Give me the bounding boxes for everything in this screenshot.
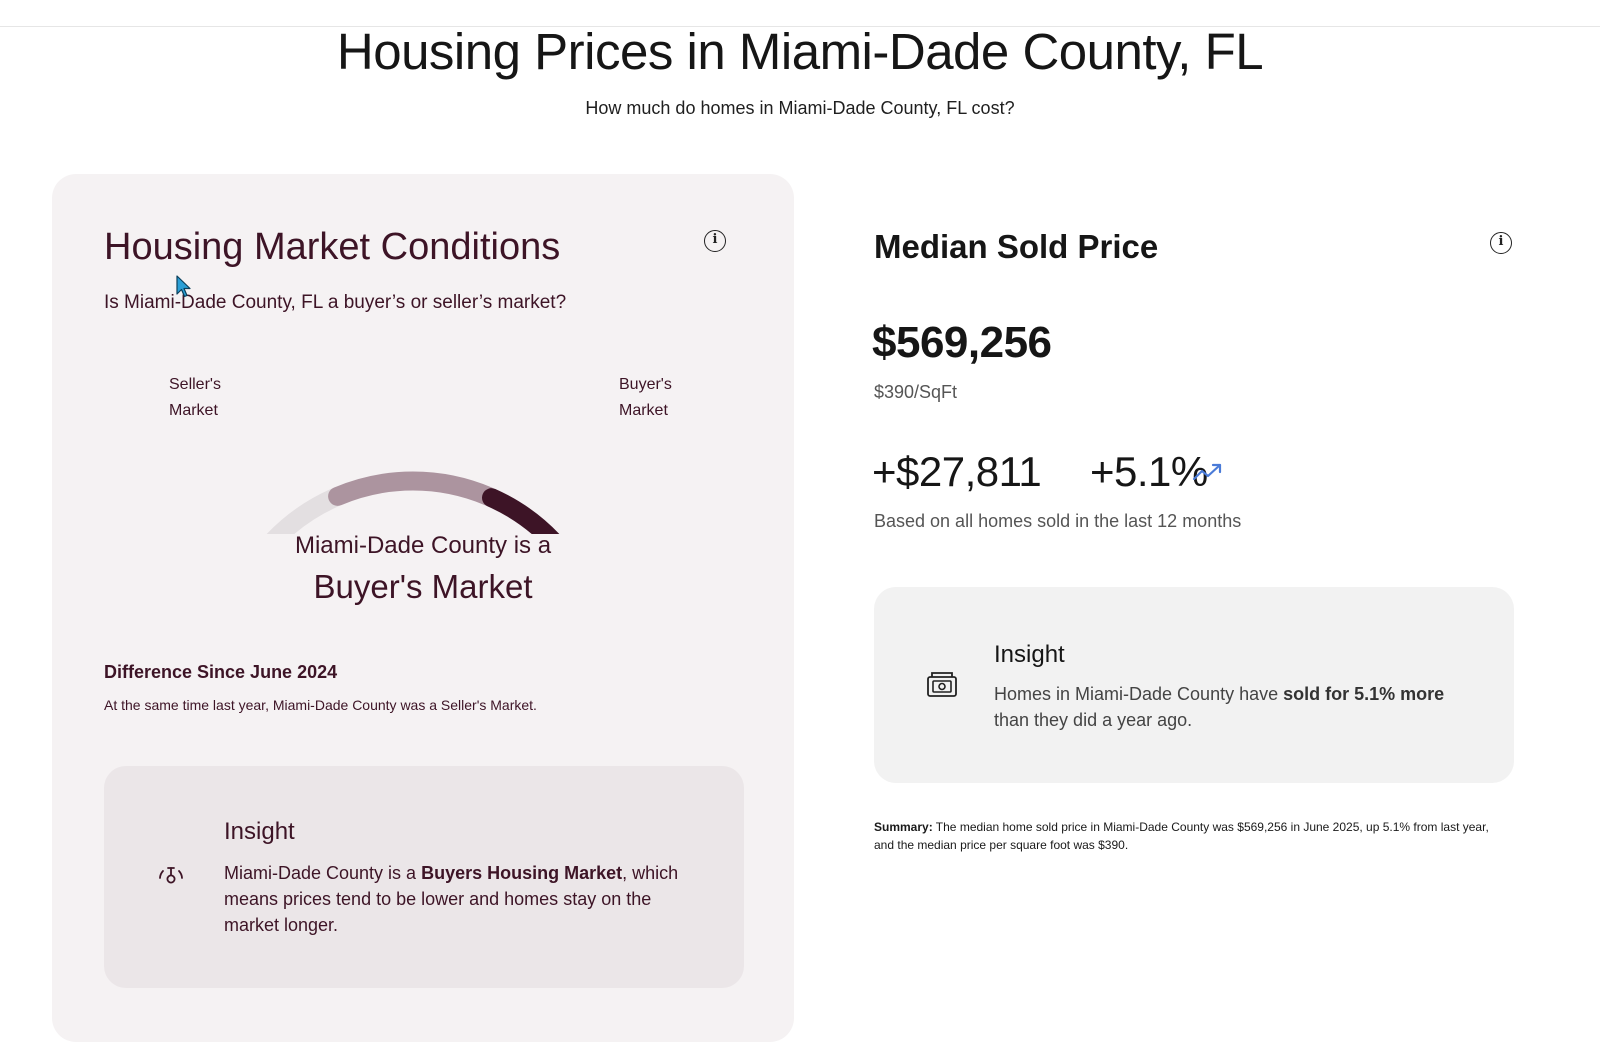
median-sold-price-title: Median Sold Price (874, 228, 1159, 265)
insight-text-part: , which means prices tend to be lower an… (224, 863, 679, 935)
insight-text-bold: sold for 5.1% more (1283, 684, 1445, 704)
balanced-segment (328, 471, 498, 506)
insight-text-part: Homes in Miami-Dade County have (994, 684, 1284, 704)
buyer-label-line1: Buyer's (619, 376, 672, 393)
median-price-value: $569,256 (872, 318, 1052, 367)
price-insight-box: Insight Homes in Miami-Dade County have … (874, 587, 1514, 783)
price-change-amount: +$27,811 (872, 448, 1042, 495)
market-insight-title: Insight (224, 818, 295, 845)
seller-label-line2: Market (169, 402, 218, 419)
market-gauge (266, 471, 560, 534)
gauge-result: Buyer's Market (313, 568, 533, 605)
price-insight-title: Insight (994, 641, 1065, 668)
gauge-caption: Miami-Dade County is a (294, 532, 552, 559)
insight-text-part: Miami-Dade County is a (224, 863, 422, 883)
market-insight-box: Insight Miami-Dade County is a Buyers Ho… (104, 766, 744, 988)
money-icon (927, 672, 957, 697)
summary-label: Summary: (874, 820, 933, 834)
trend-up-icon (1192, 463, 1222, 481)
info-icon[interactable]: i (1490, 232, 1512, 254)
market-conditions-card: Housing Market Conditions i Is Miami-Dad… (52, 174, 794, 1042)
top-divider (0, 26, 1600, 27)
price-insight-text: Homes in Miami-Dade County have sold for… (994, 681, 1484, 733)
seller-segment (266, 488, 344, 534)
page-title: Housing Prices in Miami-Dade County, FL (336, 23, 1264, 80)
difference-text: At the same time last year, Miami-Dade C… (104, 697, 537, 713)
buyer-segment (482, 488, 560, 534)
market-insight-text: Miami-Dade County is a Buyers Housing Ma… (224, 860, 694, 938)
buyer-market-label: Buyer's Market (619, 372, 672, 424)
summary-text: The median home sold price in Miami-Dade… (874, 820, 1489, 852)
market-conditions-question: Is Miami-Dade County, FL a buyer’s or se… (104, 292, 567, 313)
difference-title: Difference Since June 2024 (104, 662, 338, 682)
mouse-cursor-icon (176, 275, 191, 298)
seller-market-label: Seller's Market (169, 372, 221, 424)
seller-label-line1: Seller's (169, 376, 221, 393)
insight-text-bold: Buyers Housing Market (421, 863, 623, 883)
page-subtitle: How much do homes in Miami-Dade County, … (585, 98, 1015, 118)
insight-text-part: than they did a year ago. (994, 710, 1193, 730)
info-icon[interactable]: i (704, 230, 726, 252)
gauge-icon (159, 867, 183, 884)
price-change-percent: +5.1% (1090, 448, 1208, 495)
market-conditions-title: Housing Market Conditions (104, 226, 561, 268)
price-summary: Summary: The median home sold price in M… (874, 818, 1504, 854)
buyer-label-line2: Market (619, 402, 668, 419)
price-per-sqft: $390/SqFt (874, 382, 958, 402)
price-basis-note: Based on all homes sold in the last 12 m… (874, 511, 1242, 531)
